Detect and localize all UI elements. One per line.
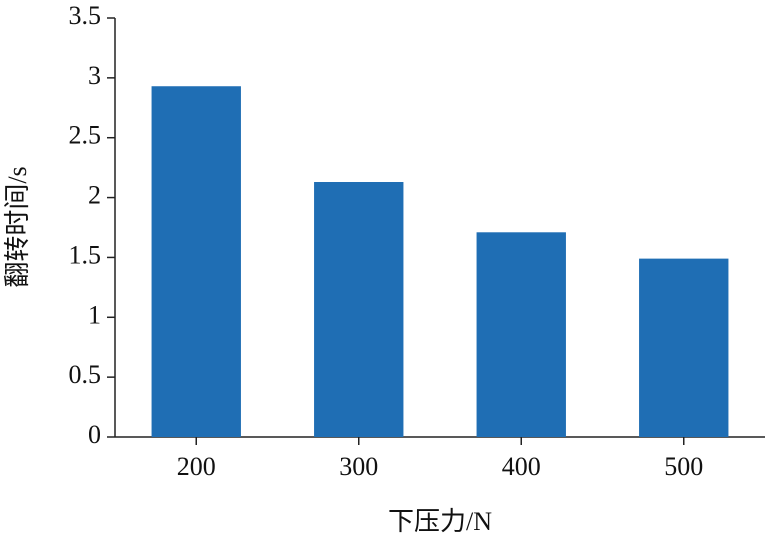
bar [151,86,241,437]
x-tick-label: 500 [664,452,703,481]
y-tick-label: 3 [88,61,101,90]
y-tick-label: 3.5 [69,1,102,30]
y-tick-label: 2.5 [69,121,102,150]
x-tick-label: 400 [502,452,541,481]
bar [476,232,566,437]
bar [314,182,404,437]
y-tick-label: 1 [88,300,101,329]
y-tick-label: 0 [88,420,101,449]
x-axis-label: 下压力/N [388,507,492,536]
y-tick-label: 2 [88,181,101,210]
x-tick-label: 300 [339,452,378,481]
bar [639,258,729,437]
x-tick-label: 200 [177,452,216,481]
y-axis-label: 翻转时间/s [3,166,32,287]
y-tick-label: 0.5 [69,360,102,389]
y-tick-label: 1.5 [69,240,102,269]
